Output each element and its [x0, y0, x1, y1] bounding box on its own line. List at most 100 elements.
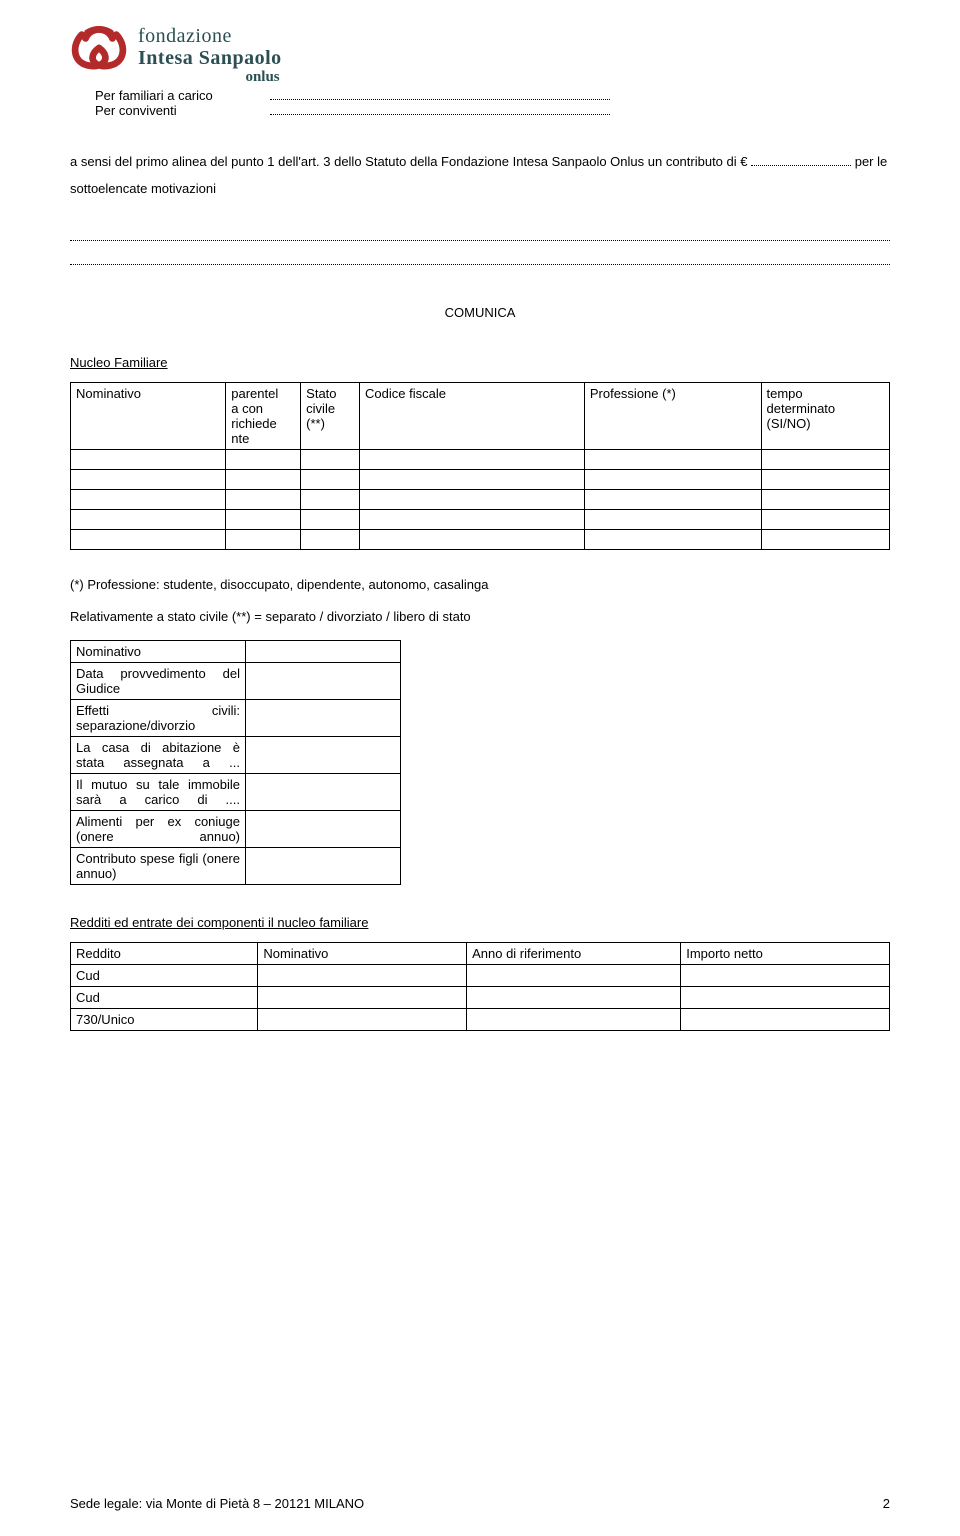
reddito-type: 730/Unico [71, 1009, 258, 1031]
table-row [71, 490, 890, 510]
table-cell[interactable] [681, 987, 890, 1009]
table-cell[interactable] [360, 530, 585, 550]
note-professione: (*) Professione: studente, disoccupato, … [70, 572, 890, 598]
table-cell[interactable] [258, 1009, 467, 1031]
table-row: 730/Unico [71, 1009, 890, 1031]
table-cell[interactable] [226, 470, 301, 490]
footer: Sede legale: via Monte di Pietà 8 – 2012… [70, 1496, 890, 1511]
row-value[interactable] [246, 700, 401, 737]
table-cell[interactable] [301, 490, 360, 510]
page: fondazione Intesa Sanpaolo onlus Per fam… [0, 0, 960, 1536]
row-value[interactable] [246, 663, 401, 700]
table-cell[interactable] [301, 510, 360, 530]
nucleo-header: tempo determinato (SI/NO) [761, 383, 890, 450]
row-value[interactable] [246, 848, 401, 885]
row-label: Contributo spese figli (onere annuo) [71, 848, 246, 885]
table-cell[interactable] [467, 987, 681, 1009]
table-cell[interactable] [681, 965, 890, 987]
row-label: Il mutuo su tale immobile sarà a carico … [71, 774, 246, 811]
table-cell[interactable] [761, 470, 890, 490]
row-label: Nominativo [71, 641, 246, 663]
redditi-header: Reddito [71, 943, 258, 965]
table-cell[interactable] [71, 490, 226, 510]
redditi-header: Nominativo [258, 943, 467, 965]
table-cell[interactable] [71, 450, 226, 470]
table-cell[interactable] [584, 470, 761, 490]
table-cell[interactable] [761, 510, 890, 530]
table-cell[interactable] [360, 470, 585, 490]
logo-text: fondazione Intesa Sanpaolo onlus [138, 25, 282, 86]
table-row: Cud [71, 965, 890, 987]
table-row: Alimenti per ex coniuge (onere annuo) [71, 811, 401, 848]
intro-part1: a sensi del primo alinea del punto 1 del… [70, 154, 751, 169]
intro-text: a sensi del primo alinea del punto 1 del… [70, 148, 890, 203]
table-row: RedditoNominativoAnno di riferimentoImpo… [71, 943, 890, 965]
table-cell[interactable] [301, 530, 360, 550]
table-cell[interactable] [360, 510, 585, 530]
table-cell[interactable] [71, 530, 226, 550]
nucleo-header: Nominativo [71, 383, 226, 450]
logo-line3: onlus [138, 69, 282, 86]
note-stato-civile: Relativamente a stato civile (**) = sepa… [70, 604, 890, 630]
label-familiari: Per familiari a carico [95, 88, 270, 103]
table-cell[interactable] [467, 1009, 681, 1031]
redditi-title: Redditi ed entrate dei componenti il nuc… [70, 915, 890, 930]
table-row: Effetti civili: separazione/divorzio [71, 700, 401, 737]
row-value[interactable] [246, 641, 401, 663]
row-value[interactable] [246, 737, 401, 774]
table-row [71, 530, 890, 550]
table-cell[interactable] [761, 530, 890, 550]
reddito-type: Cud [71, 987, 258, 1009]
table-row: Data provvedimento del Giudice [71, 663, 401, 700]
table-row [71, 450, 890, 470]
logo-line2: Intesa Sanpaolo [138, 47, 282, 69]
table-cell[interactable] [681, 1009, 890, 1031]
footer-left: Sede legale: via Monte di Pietà 8 – 2012… [70, 1496, 364, 1511]
nucleo-header: parentel a con richiede nte [226, 383, 301, 450]
table-cell[interactable] [467, 965, 681, 987]
dotted-line[interactable] [70, 251, 890, 265]
table-cell[interactable] [360, 450, 585, 470]
nucleo-header: Codice fiscale [360, 383, 585, 450]
table-row: Il mutuo su tale immobile sarà a carico … [71, 774, 401, 811]
table-cell[interactable] [226, 530, 301, 550]
row-value[interactable] [246, 811, 401, 848]
table-row: La casa di abitazione è stata assegnata … [71, 737, 401, 774]
table-cell[interactable] [258, 965, 467, 987]
table-cell[interactable] [584, 490, 761, 510]
table-cell[interactable] [584, 510, 761, 530]
logo-line1: fondazione [138, 25, 282, 47]
table-cell[interactable] [226, 510, 301, 530]
table-cell[interactable] [301, 450, 360, 470]
notes-block: (*) Professione: studente, disoccupato, … [70, 572, 890, 630]
table-row: Cud [71, 987, 890, 1009]
table-cell[interactable] [301, 470, 360, 490]
redditi-header: Importo netto [681, 943, 890, 965]
nucleo-header: Professione (*) [584, 383, 761, 450]
footer-page-number: 2 [883, 1496, 890, 1511]
table-cell[interactable] [71, 510, 226, 530]
table-cell[interactable] [71, 470, 226, 490]
row-label: La casa di abitazione è stata assegnata … [71, 737, 246, 774]
table-cell[interactable] [761, 490, 890, 510]
table-cell[interactable] [226, 450, 301, 470]
table-cell[interactable] [226, 490, 301, 510]
comunica-heading: COMUNICA [70, 305, 890, 320]
row-label: Data provvedimento del Giudice [71, 663, 246, 700]
table-cell[interactable] [584, 530, 761, 550]
table-cell[interactable] [584, 450, 761, 470]
knot-icon [70, 25, 128, 73]
stato-civile-table: NominativoData provvedimento del Giudice… [70, 640, 401, 885]
table-row: Contributo spese figli (onere annuo) [71, 848, 401, 885]
reddito-type: Cud [71, 965, 258, 987]
table-cell[interactable] [761, 450, 890, 470]
logo: fondazione Intesa Sanpaolo onlus [70, 25, 890, 86]
dotted-field[interactable] [270, 103, 610, 115]
table-cell[interactable] [360, 490, 585, 510]
dotted-field[interactable] [270, 88, 610, 100]
dotted-line[interactable] [70, 227, 890, 241]
dotted-field[interactable] [751, 156, 851, 166]
table-cell[interactable] [258, 987, 467, 1009]
nucleo-title: Nucleo Familiare [70, 355, 890, 370]
row-value[interactable] [246, 774, 401, 811]
